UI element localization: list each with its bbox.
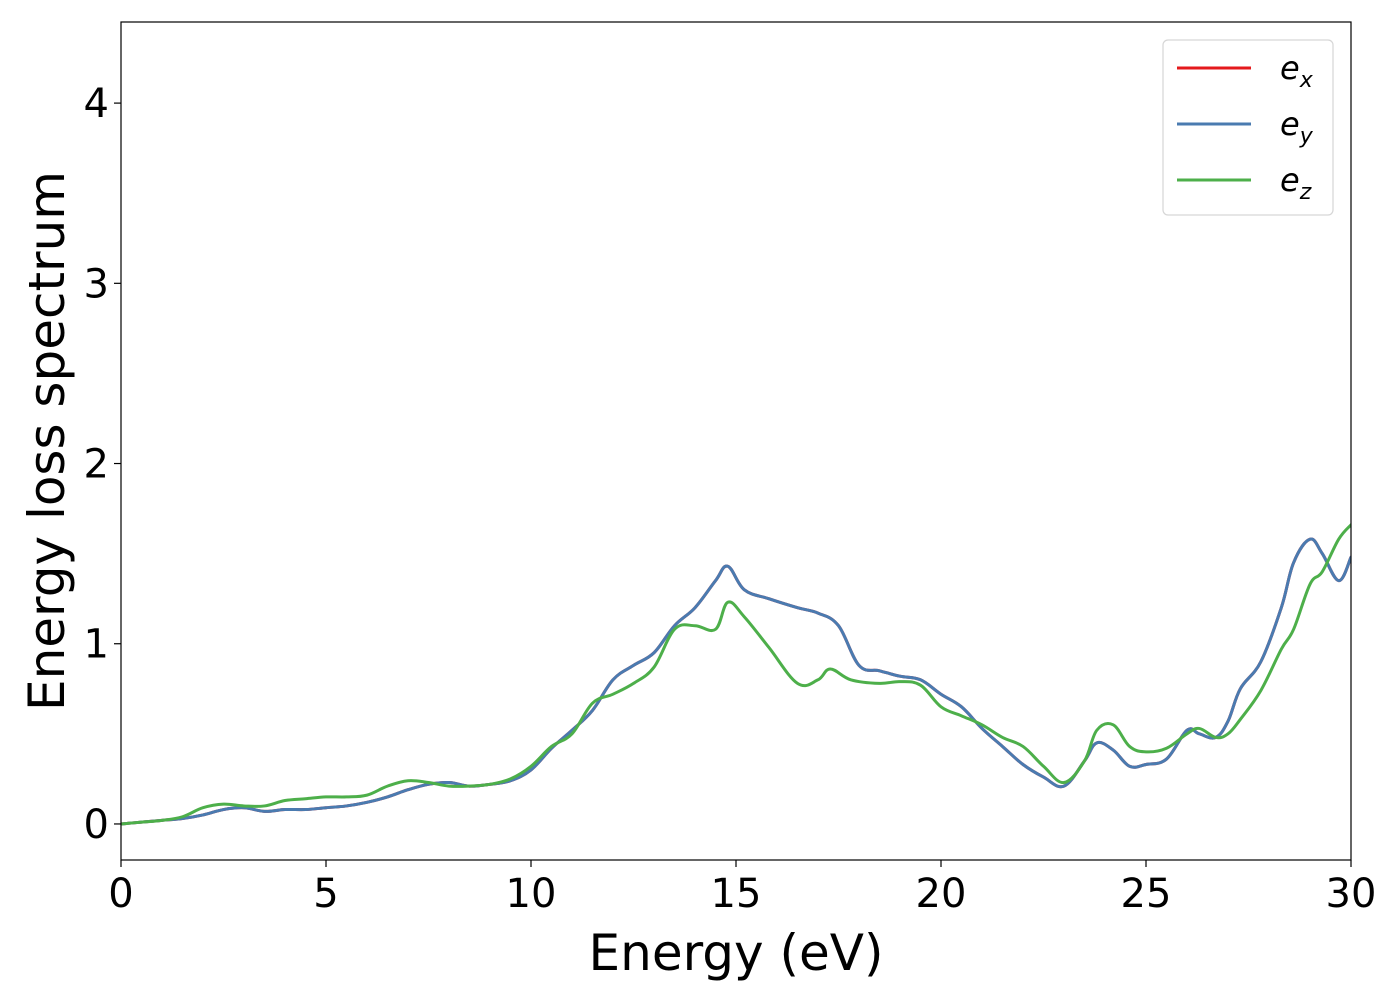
x-axis-label: Energy (eV) [589,924,884,982]
x-tick-label: 15 [711,871,762,917]
legend-subscript: x [1299,68,1314,93]
y-axis-label: Energy loss spectrum [18,171,76,711]
series-line-y [121,537,1351,826]
x-tick-label: 5 [313,871,338,917]
y-tick-label: 4 [84,81,109,127]
y-tick-label: 2 [84,442,109,488]
x-tick-label: 20 [916,871,967,917]
y-tick-label: 3 [84,261,109,307]
legend-subscript: z [1299,180,1312,205]
series-layer [121,523,1351,826]
y-axis-ticks: 0 1 2 3 4 [84,81,121,848]
series-line-z [121,523,1351,826]
y-tick-label: 0 [84,802,109,848]
x-tick-label: 10 [506,871,557,917]
x-tick-label: 30 [1326,871,1377,917]
series-line-x [121,537,1351,826]
legend-subscript: y [1299,124,1314,149]
x-tick-label: 0 [108,871,133,917]
x-tick-label: 25 [1121,871,1172,917]
legend-box [1162,39,1334,216]
x-axis-ticks: 0 5 10 15 20 25 30 [108,860,1376,917]
y-tick-label: 1 [84,622,109,668]
